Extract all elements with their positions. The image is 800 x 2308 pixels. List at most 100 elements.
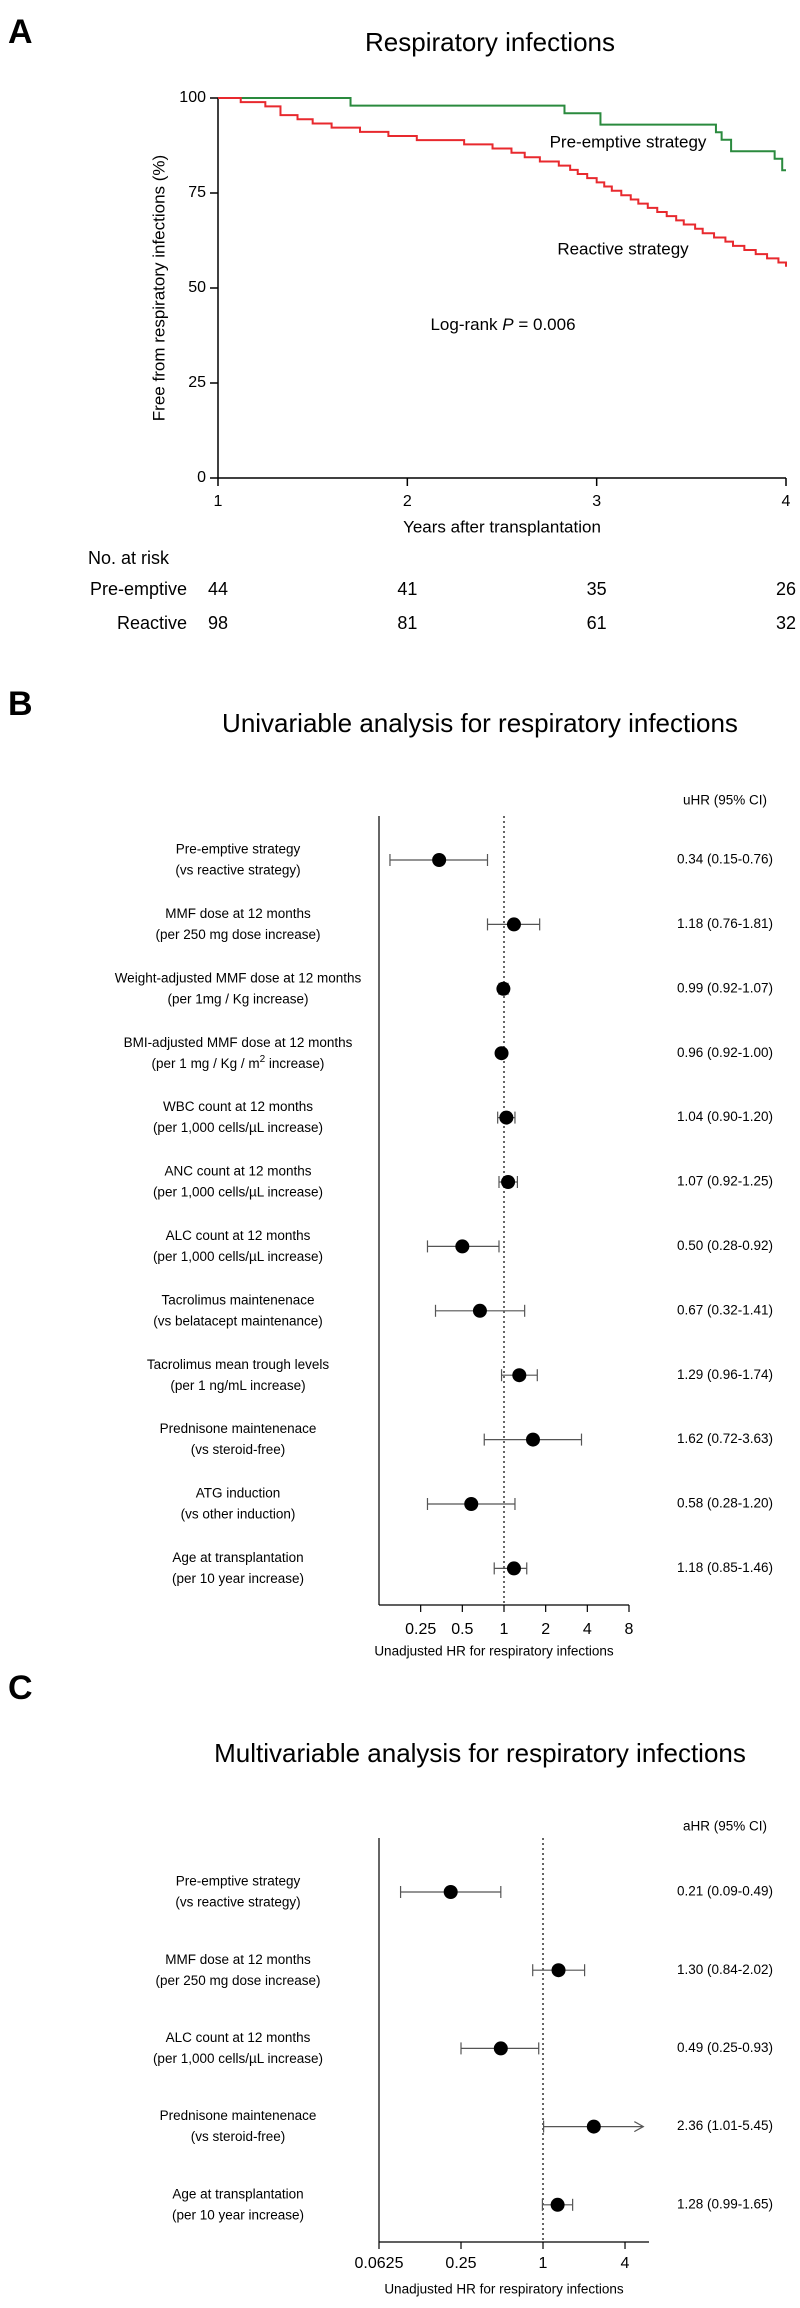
x-tick-label: 2 bbox=[541, 1621, 550, 1638]
hr-point bbox=[512, 1368, 527, 1383]
value-label: 0.49 (0.25-0.93) bbox=[677, 2040, 773, 2055]
risk-count: 44 bbox=[208, 579, 228, 599]
row-label: (per 250 mg dose increase) bbox=[155, 1973, 320, 1988]
x-axis-label: Unadjusted HR for respiratory infections bbox=[374, 1644, 614, 1659]
x-tick-label: 0.0625 bbox=[355, 2255, 404, 2272]
x-tick-label: 4 bbox=[583, 1621, 592, 1638]
row-label: (per 1,000 cells/µL increase) bbox=[153, 1249, 323, 1264]
chart-title: Univariable analysis for respiratory inf… bbox=[222, 708, 738, 738]
row-label: (per 1,000 cells/µL increase) bbox=[153, 2051, 323, 2066]
row-label: (per 250 mg dose increase) bbox=[155, 927, 320, 942]
annotation-part: Log-rank bbox=[430, 315, 502, 334]
row-label: Tacrolimus maintenenace bbox=[161, 1292, 314, 1307]
x-axis-label: Years after transplantation bbox=[403, 517, 601, 536]
row-label: (vs steroid-free) bbox=[191, 2129, 286, 2144]
annotation-part: P bbox=[502, 315, 514, 334]
panel-label: B bbox=[8, 685, 33, 723]
x-tick-label: 0.5 bbox=[451, 1621, 473, 1638]
value-label: 0.67 (0.32-1.41) bbox=[677, 1302, 773, 1317]
x-tick-label: 8 bbox=[625, 1621, 634, 1638]
panel-label: A bbox=[8, 13, 33, 51]
risk-row-name: Pre-emptive bbox=[90, 579, 187, 599]
column-header: aHR (95% CI) bbox=[683, 1819, 767, 1834]
risk-count: 26 bbox=[776, 579, 796, 599]
hr-point bbox=[443, 1885, 458, 1899]
value-label: 2.36 (1.01-5.45) bbox=[677, 2118, 773, 2133]
risk-count: 81 bbox=[397, 613, 417, 633]
x-tick-label: 4 bbox=[621, 2255, 630, 2272]
row-label: (per 1mg / Kg increase) bbox=[167, 991, 308, 1006]
value-label: 1.07 (0.92-1.25) bbox=[677, 1174, 773, 1189]
row-label: Age at transplantation bbox=[172, 1550, 303, 1565]
row-label-part: (per 1 mg / Kg / m bbox=[152, 1056, 260, 1071]
forest-chart: B Univariable analysis for respiratory in… bbox=[8, 685, 773, 1659]
hr-point bbox=[525, 1432, 540, 1447]
row-label: (vs reactive strategy) bbox=[175, 863, 300, 878]
series-label: Reactive strategy bbox=[557, 239, 689, 258]
row-label: Age at transplantation bbox=[172, 2186, 303, 2201]
hr-point bbox=[506, 1561, 521, 1576]
y-tick-label: 100 bbox=[179, 89, 206, 106]
y-tick-label: 75 bbox=[188, 184, 206, 201]
hr-point bbox=[496, 981, 511, 996]
row-label: (per 1 ng/mL increase) bbox=[170, 1378, 305, 1393]
value-label: 1.29 (0.96-1.74) bbox=[677, 1367, 773, 1382]
survival-curve bbox=[218, 97, 786, 172]
row-label: ANC count at 12 months bbox=[164, 1164, 311, 1179]
series-label: Pre-emptive strategy bbox=[550, 132, 707, 151]
x-tick-label: 4 bbox=[782, 493, 791, 510]
row-label: (vs belatacept maintenance) bbox=[153, 1313, 323, 1328]
x-tick-label: 1 bbox=[539, 2255, 548, 2272]
x-tick-label: 0.25 bbox=[445, 2255, 476, 2272]
row-label: ALC count at 12 months bbox=[166, 2030, 311, 2045]
row-label: ATG induction bbox=[196, 1486, 281, 1501]
row-label: MMF dose at 12 months bbox=[165, 1952, 311, 1967]
hr-point bbox=[464, 1497, 479, 1511]
x-tick-label: 1 bbox=[214, 493, 223, 510]
value-label: 1.18 (0.76-1.81) bbox=[677, 916, 773, 931]
row-label: (per 1,000 cells/µL increase) bbox=[153, 1185, 323, 1200]
hr-point bbox=[432, 853, 447, 867]
row-label: Pre-emptive strategy bbox=[176, 1874, 301, 1889]
survival-curve bbox=[218, 97, 787, 267]
hr-point bbox=[499, 1110, 514, 1125]
column-header: uHR (95% CI) bbox=[683, 793, 767, 808]
y-axis-label: Free from respiratory infections (%) bbox=[149, 155, 168, 421]
km-chart: A Respiratory infections 0 25 50 75 100 1 2 3 4 Yea… bbox=[8, 13, 796, 633]
row-label: (per 10 year increase) bbox=[172, 2207, 304, 2222]
row-label: Pre-emptive strategy bbox=[176, 842, 301, 857]
value-label: 1.28 (0.99-1.65) bbox=[677, 2196, 773, 2211]
row-label: WBC count at 12 months bbox=[163, 1099, 313, 1114]
forest-chart: C Multivariable analysis for respiratory … bbox=[8, 1669, 773, 2297]
row-label: Prednisone maintenenace bbox=[160, 2108, 317, 2123]
row-label: (per 10 year increase) bbox=[172, 1571, 304, 1586]
risk-count: 61 bbox=[587, 613, 607, 633]
hr-point bbox=[506, 917, 521, 932]
row-label: ALC count at 12 months bbox=[166, 1228, 311, 1243]
value-label: 1.62 (0.72-3.63) bbox=[677, 1431, 773, 1446]
hr-point bbox=[550, 2197, 565, 2212]
value-label: 0.58 (0.28-1.20) bbox=[677, 1496, 773, 1511]
ci-arrow bbox=[634, 2121, 645, 2133]
hr-point bbox=[493, 2041, 508, 2056]
chart-title: Respiratory infections bbox=[365, 27, 615, 57]
row-label: (vs reactive strategy) bbox=[175, 1895, 300, 1910]
risk-count: 35 bbox=[587, 579, 607, 599]
row-label: MMF dose at 12 months bbox=[165, 906, 311, 921]
y-tick-label: 25 bbox=[188, 374, 206, 391]
row-label: (per 1,000 cells/µL increase) bbox=[153, 1120, 323, 1135]
value-label: 1.18 (0.85-1.46) bbox=[677, 1560, 773, 1575]
value-label: 0.50 (0.28-0.92) bbox=[677, 1238, 773, 1253]
y-tick-label: 50 bbox=[188, 279, 206, 296]
value-label: 0.34 (0.15-0.76) bbox=[677, 852, 773, 867]
risk-count: 98 bbox=[208, 613, 228, 633]
risk-table-title: No. at risk bbox=[88, 548, 170, 568]
row-label: BMI-adjusted MMF dose at 12 months bbox=[124, 1035, 353, 1050]
hr-point bbox=[501, 1175, 516, 1189]
risk-count: 41 bbox=[397, 579, 417, 599]
row-label: Tacrolimus mean trough levels bbox=[147, 1357, 330, 1372]
hr-point bbox=[472, 1303, 487, 1318]
panel-label: C bbox=[8, 1669, 33, 1707]
risk-row-name: Reactive bbox=[117, 613, 187, 633]
